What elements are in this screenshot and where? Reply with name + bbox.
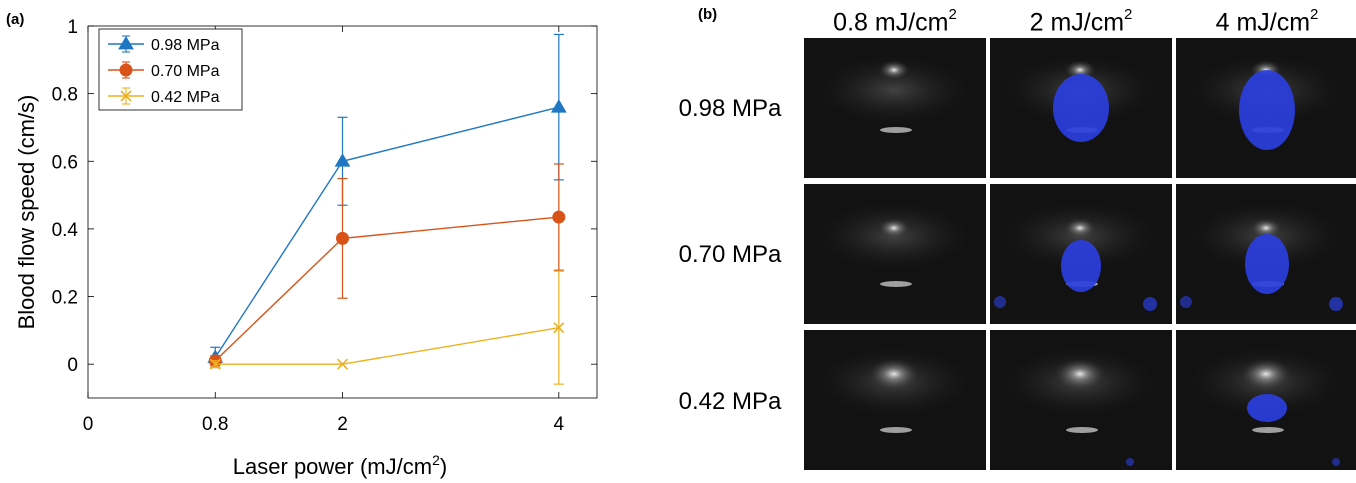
panel-a-label: (a) [6, 11, 24, 28]
data-point [550, 99, 567, 113]
legend: 0.98 MPa 0.70 MPa 0.42 MPa [98, 28, 243, 111]
row-label-0.98: 0.98 MPa [678, 95, 782, 122]
column-header-0.8: 0.8 mJ/cm2 [833, 6, 957, 37]
x-tick-label: 0.8 [202, 414, 228, 435]
ultrasound-image-0.42mpa-2 [990, 330, 1172, 470]
blood-flow-chart: (a) 0 0.2 0.4 0.6 0.8 1 0 0.8 2 4 Blood flow spe… [6, 11, 598, 479]
ultrasound-image-0.42mpa-4 [1176, 330, 1356, 470]
y-axis-label: Blood flow speed (cm/s) [14, 95, 39, 330]
legend-marker [118, 36, 134, 50]
ultrasound-image-0.98mpa-0.8 [804, 38, 986, 178]
panel-b-label: (b) [698, 6, 718, 23]
ultrasound-image-0.98mpa-4 [1176, 38, 1356, 178]
x-tick-label: 0 [83, 414, 94, 435]
ultrasound-image-0.70mpa-2 [990, 184, 1172, 324]
y-tick-label: 0.4 [52, 220, 79, 241]
y-tick-label: 0 [67, 355, 78, 376]
legend-marker [119, 63, 133, 77]
x-axis-label: Laser power (mJ/cm2) [233, 452, 447, 479]
data-point [336, 358, 349, 370]
x-tick-label: 4 [554, 414, 565, 435]
x-tick-label: 2 [337, 414, 348, 435]
y-tick-label: 0.8 [52, 85, 78, 106]
row-label-0.42: 0.42 MPa [678, 388, 782, 415]
data-point [336, 231, 349, 245]
legend-label: 0.98 MPa [151, 37, 220, 54]
legend-entry: 0.42 MPa [108, 87, 220, 106]
series-0-42-MPa [209, 270, 565, 385]
data-point [553, 322, 565, 334]
data-point [334, 153, 351, 167]
y-tick-label: 0.2 [52, 288, 78, 309]
column-header-2: 2 mJ/cm2 [1029, 6, 1133, 37]
column-header-4: 4 mJ/cm2 [1215, 6, 1319, 37]
legend-entry: 0.70 MPa [108, 61, 220, 80]
legend-entry: 0.98 MPa [108, 35, 220, 54]
ultrasound-image-0.70mpa-4 [1176, 184, 1356, 324]
y-tick-label: 0.6 [52, 152, 78, 173]
legend-marker [120, 90, 132, 102]
ultrasound-image-0.42mpa-0.8 [804, 330, 986, 470]
legend-label: 0.42 MPa [151, 89, 220, 106]
ultrasound-image-0.98mpa-2 [990, 38, 1172, 178]
data-point [552, 210, 566, 224]
data-point [209, 358, 221, 370]
ultrasound-image-0.70mpa-0.8 [804, 184, 986, 324]
legend-label: 0.70 MPa [151, 63, 220, 80]
y-tick-label: 1 [67, 17, 78, 38]
row-label-0.70: 0.70 MPa [678, 241, 782, 268]
